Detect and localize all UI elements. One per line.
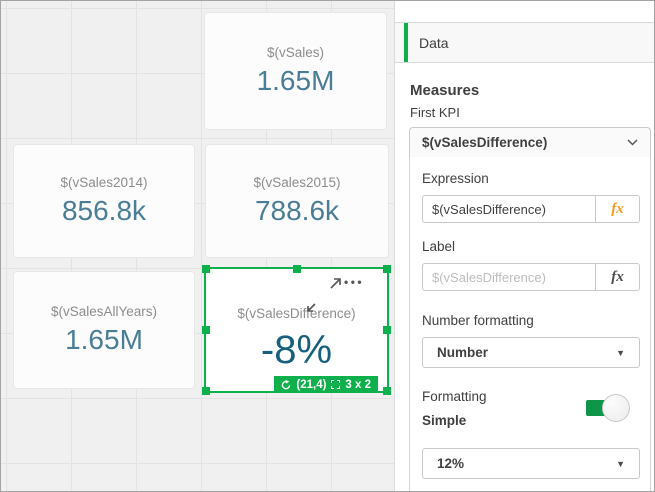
resize-handle-top-left[interactable]	[202, 265, 210, 273]
dropdown-caret-icon: ▼	[616, 347, 625, 358]
formatting-toggle[interactable]	[586, 393, 634, 423]
measures-section-title: Measures	[410, 82, 480, 99]
size-icon	[331, 380, 341, 389]
kpi-label: $(vSalesDifference)	[237, 305, 356, 321]
expression-label: Expression	[422, 171, 489, 186]
formatting-label: Formatting	[422, 389, 487, 404]
kpi-value: 788.6k	[254, 195, 340, 226]
kpi-value: 1.65M	[65, 324, 143, 355]
chevron-down-icon	[627, 139, 638, 146]
resize-handle-mid-left[interactable]	[202, 326, 210, 334]
kpi-label: $(vSales2014)	[60, 175, 148, 190]
size-value: 3 x 2	[345, 378, 371, 391]
selection-position-size-badge: (21,4) 3 x 2	[274, 376, 378, 393]
kpi-value: -8%	[260, 327, 333, 372]
expression-editor-fx-button[interactable]: fx	[595, 196, 639, 222]
options-menu-icon[interactable]: •••	[344, 275, 365, 289]
kpi-label: $(vSales)	[266, 45, 325, 60]
resize-handle-bottom-right[interactable]	[383, 387, 391, 395]
toggle-knob	[602, 394, 630, 422]
label-input[interactable]	[423, 264, 595, 290]
label-input-group: fx	[422, 263, 640, 291]
fullscreen-icon[interactable]	[306, 277, 342, 313]
measure-name: $(vSalesDifference)	[422, 135, 548, 150]
number-formatting-value: Number	[437, 345, 489, 360]
formatting-value-select[interactable]: 12% ▼	[422, 448, 640, 479]
label-editor-fx-button[interactable]: fx	[595, 264, 639, 290]
tab-data[interactable]: Data	[395, 22, 654, 63]
formatting-value: 12%	[437, 456, 465, 471]
label-label: Label	[422, 239, 456, 254]
kpi-tile-vsalesdifference-selected[interactable]: $(vSalesDifference) -8% •••	[202, 265, 391, 395]
tab-data-label: Data	[419, 34, 449, 51]
kpi-subsection-title: First KPI	[410, 105, 460, 120]
measure-properties-card: Expression fx Label fx Number formatting…	[409, 157, 651, 491]
expression-input[interactable]	[423, 196, 595, 222]
resize-handle-top-right[interactable]	[383, 265, 391, 273]
number-formatting-label: Number formatting	[422, 313, 534, 328]
kpi-tile-vsales2014[interactable]: $(vSales2014) 856.8k	[13, 144, 195, 258]
resize-handle-mid-right[interactable]	[383, 326, 391, 334]
kpi-value: 1.65M	[256, 65, 335, 96]
sheet-canvas[interactable]: $(vSales) 1.65M $(vSales2014) 856.8k $(v…	[1, 1, 395, 491]
kpi-label: $(vSalesAllYears)	[50, 304, 158, 319]
number-formatting-select[interactable]: Number ▼	[422, 337, 640, 368]
kpi-tile-vsales2015[interactable]: $(vSales2015) 788.6k	[205, 144, 389, 258]
formatting-mode-label: Simple	[422, 413, 467, 428]
resize-handle-top-center[interactable]	[292, 265, 301, 273]
arrow-ne-icon	[330, 278, 341, 289]
properties-panel: Data Measures First KPI $(vSalesDifferen…	[395, 1, 654, 491]
rotate-icon	[282, 379, 291, 389]
measure-accordion-header[interactable]: $(vSalesDifference)	[409, 127, 651, 158]
kpi-value: 856.8k	[61, 195, 147, 226]
resize-handle-bottom-left[interactable]	[202, 387, 210, 395]
active-tab-accent	[404, 23, 408, 62]
position-value: (21,4)	[296, 378, 327, 391]
kpi-label: $(vSales2015)	[253, 175, 341, 190]
kpi-tile-vsalesallyears[interactable]: $(vSalesAllYears) 1.65M	[13, 271, 195, 389]
arrow-sw-icon	[307, 303, 316, 312]
expression-input-group: fx	[422, 195, 640, 223]
kpi-tile-vsales[interactable]: $(vSales) 1.65M	[204, 12, 387, 130]
dropdown-caret-icon: ▼	[616, 458, 625, 469]
